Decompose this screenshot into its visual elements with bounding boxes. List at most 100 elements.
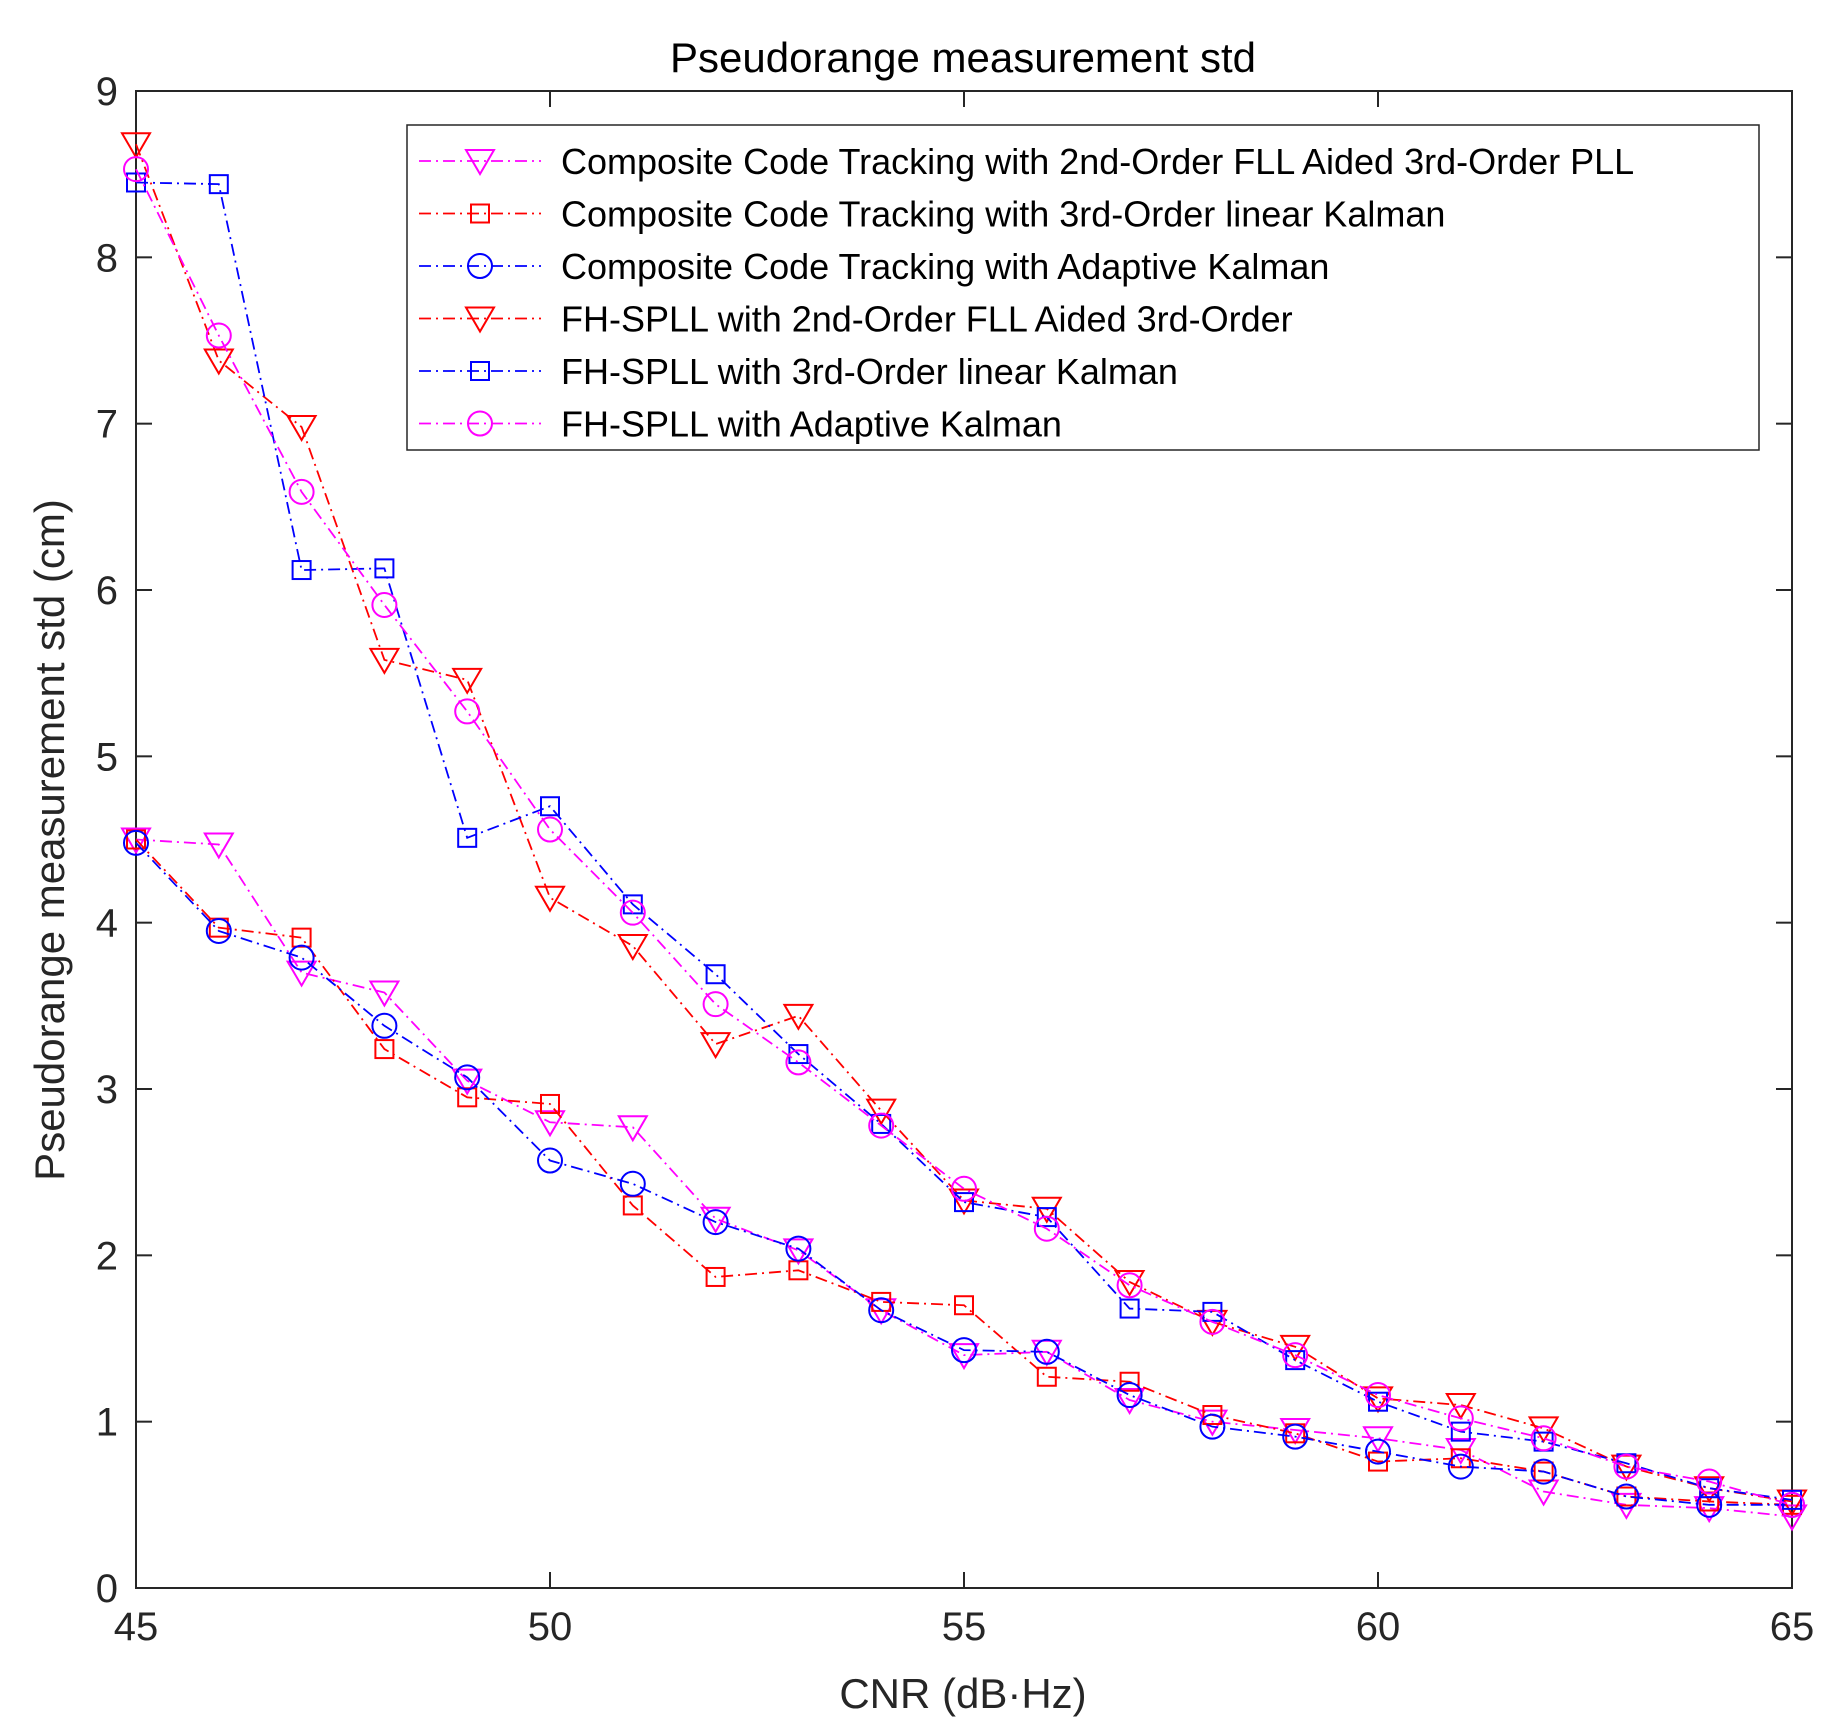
data-point [617,1115,649,1143]
x-tick-label: 45 [114,1605,159,1649]
data-point [205,322,232,349]
data-point [1033,1215,1060,1242]
legend-entry: FH-SPLL with Adaptive Kalman [419,404,1062,445]
legend: Composite Code Tracking with 2nd-Order F… [406,124,1760,451]
legend-label: FH-SPLL with Adaptive Kalman [561,404,1062,445]
series-1 [120,827,1808,1532]
data-point [1199,1308,1226,1335]
legend-label: Composite Code Tracking with 3rd-Order l… [561,194,1445,235]
data-point [702,1209,729,1236]
data-point [1447,1453,1474,1480]
data-point [785,1049,812,1076]
data-point [951,1175,977,1202]
data-point [540,796,560,817]
data-point [1445,1437,1477,1465]
data-point [1116,1382,1143,1409]
x-tick-label: 50 [528,1605,573,1649]
legend-label: FH-SPLL with 2nd-Order FLL Aided 3rd-Ord… [561,299,1293,340]
legend-entry: FH-SPLL with 2nd-Order FLL Aided 3rd-Ord… [419,299,1293,340]
data-point [537,816,563,843]
data-point [782,1238,815,1266]
y-tick-label: 4 [96,902,118,946]
data-point [126,172,146,193]
x-tick-label: 60 [1356,1605,1401,1649]
data-point [371,591,398,618]
data-point [1782,1489,1802,1510]
data-point [454,1064,481,1091]
y-tick-label: 8 [96,236,118,280]
legend-marker [467,410,493,437]
data-point [871,1113,892,1134]
y-tick-label: 6 [96,569,118,613]
data-point [457,1087,478,1108]
data-point [948,1188,980,1216]
data-point [619,899,646,926]
legend-marker [470,203,490,224]
data-point [454,698,481,725]
data-point [285,414,318,442]
data-point [457,827,478,848]
data-point [534,885,566,913]
legend-label: Composite Code Tracking with 2nd-Order F… [561,141,1634,182]
data-point [1036,1366,1057,1387]
data-point [208,174,229,195]
data-point [865,1098,897,1126]
legend-entry: Composite Code Tracking with 2nd-Order F… [419,141,1634,182]
data-point [1445,1393,1477,1421]
data-point [1199,1413,1226,1440]
data-point [1530,1425,1557,1452]
data-point [868,1112,895,1139]
data-point [782,1003,815,1031]
data-point [288,478,315,505]
y-tick-label: 2 [96,1234,118,1278]
y-tick-label: 1 [96,1401,118,1445]
data-point [1119,1371,1140,1392]
data-point [288,944,315,971]
data-point [1116,1272,1143,1299]
legend-label: Composite Code Tracking with Adaptive Ka… [561,246,1329,287]
data-point [948,1343,980,1371]
x-axis-label: CNR (dB·Hz) [839,1670,1086,1717]
y-axis-label: Pseudorange measurement std (cm) [26,499,73,1181]
data-point [1362,1386,1394,1414]
data-point [123,829,149,856]
legend-entry: FH-SPLL with 3rd-Order linear Kalman [419,351,1178,392]
data-point [619,1170,646,1197]
data-point [785,1235,812,1262]
data-point [1779,1491,1805,1518]
data-point [540,1093,560,1114]
data-point [1447,1405,1474,1432]
legend-box [406,124,1760,451]
data-point [374,558,395,579]
data-point [1450,1421,1471,1442]
data-point [1119,1298,1140,1319]
data-point [1031,1196,1063,1224]
data-point [285,960,318,988]
data-point [1696,1468,1723,1495]
data-point [291,927,312,948]
x-tick-label: 65 [1770,1605,1815,1649]
data-point [374,1039,395,1060]
series-layer [120,132,1808,1532]
legend-label: FH-SPLL with 3rd-Order linear Kalman [561,351,1178,392]
data-point [203,348,235,376]
data-point [1365,1438,1391,1465]
data-point [120,132,152,160]
data-point [699,1032,732,1060]
data-point [1613,1453,1640,1480]
data-point [951,1337,977,1364]
legend-entry: Composite Code Tracking with Adaptive Ka… [419,246,1329,287]
series-6 [123,156,1805,1518]
data-point [1113,1388,1146,1416]
chart-title: Pseudorange measurement std [670,34,1256,81]
data-point [291,560,312,581]
data-point [1196,1409,1229,1437]
data-point [1282,1423,1309,1450]
legend-marker [464,149,496,176]
data-point [205,917,232,944]
data-point [1530,1458,1557,1485]
series-line [135,842,1792,1506]
legend-marker [467,253,493,279]
